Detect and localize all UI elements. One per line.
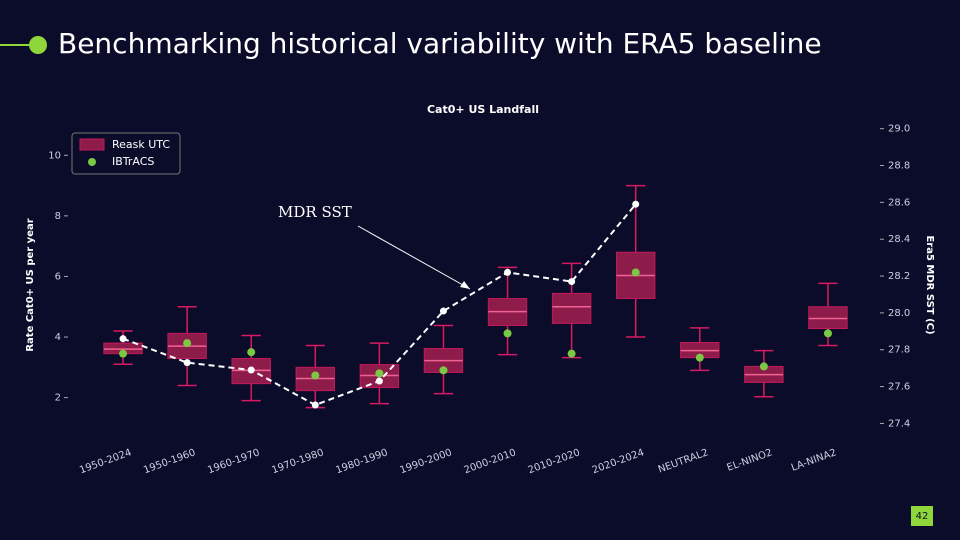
y2-tick-label: 27.6 (888, 382, 910, 393)
sst-point (632, 200, 640, 208)
annotation-arrow (357, 225, 471, 290)
y2-tick-label: 28.2 (888, 271, 910, 282)
sst-point (119, 335, 127, 343)
ibtracs-point (695, 353, 704, 362)
sst-point (247, 366, 255, 374)
ibtracs-point (759, 362, 768, 371)
x-tick-label: NEUTRAL2 (657, 447, 710, 475)
ibtracs-point (375, 369, 384, 378)
y-tick-label: 6 (55, 271, 61, 282)
y2-tick-label: 28.6 (888, 197, 910, 208)
y2-tick-label: 28.4 (888, 234, 910, 245)
legend-label: IBTrACS (112, 155, 154, 168)
x-tick-label: 2020-2024 (591, 447, 646, 476)
annotation-arrowhead (460, 281, 470, 289)
y2-tick-label: 28.8 (888, 161, 910, 172)
x-tick-label: 2010-2020 (527, 447, 582, 476)
x-tick-label: 1950-2024 (78, 447, 133, 476)
x-tick-label: 2000-2010 (463, 447, 518, 476)
slide-title: Benchmarking historical variability with… (58, 27, 822, 60)
x-tick-label: 1990-2000 (399, 447, 454, 476)
ibtracs-point (631, 268, 640, 277)
sst-point (183, 359, 191, 367)
ibtracs-point (567, 349, 576, 358)
y-axis-label: Rate Cat0+ US per year (25, 218, 36, 351)
ibtracs-point (823, 329, 832, 338)
sst-point (311, 401, 319, 409)
ibtracs-point (183, 339, 192, 348)
x-tick-label: 1980-1990 (334, 447, 389, 476)
x-tick-label: EL-NINO2 (726, 447, 774, 474)
legend-label: Reask UTC (112, 138, 170, 151)
sst-point (504, 268, 512, 276)
x-tick-label: 1950-1960 (142, 447, 197, 476)
y-tick-label: 4 (55, 332, 61, 343)
box (808, 306, 848, 330)
y2-axis-label: Era5 MDR SST (C) (924, 235, 935, 334)
sst-point (375, 377, 383, 385)
page-number: 42 (916, 511, 929, 522)
sst-point (568, 278, 576, 286)
sst-point (439, 307, 447, 315)
x-tick-label: 1970-1980 (270, 447, 325, 476)
page-number-box (911, 506, 933, 526)
y2-tick-label: 27.4 (888, 418, 910, 429)
box (551, 292, 592, 324)
x-tick-label: LA-NINA2 (790, 447, 838, 473)
annotation: MDR SST (278, 203, 352, 221)
y-tick-label: 2 (55, 393, 61, 404)
ibtracs-point (439, 366, 448, 375)
title-accent-dot (29, 36, 47, 54)
y-tick-label: 8 (55, 211, 61, 222)
x-tick-label: 1960-1970 (206, 447, 261, 476)
ibtracs-point (311, 371, 320, 380)
y2-tick-label: 29.0 (888, 124, 910, 135)
ibtracs-point (503, 329, 512, 338)
legend-swatch (88, 158, 96, 166)
legend-swatch (79, 138, 105, 151)
chart-title: Cat0+ US Landfall (427, 103, 539, 116)
ibtracs-point (247, 348, 256, 357)
y-tick-label: 10 (48, 150, 61, 161)
y2-tick-label: 28.0 (888, 308, 910, 319)
y2-tick-label: 27.8 (888, 345, 910, 356)
ibtracs-point (119, 349, 128, 358)
